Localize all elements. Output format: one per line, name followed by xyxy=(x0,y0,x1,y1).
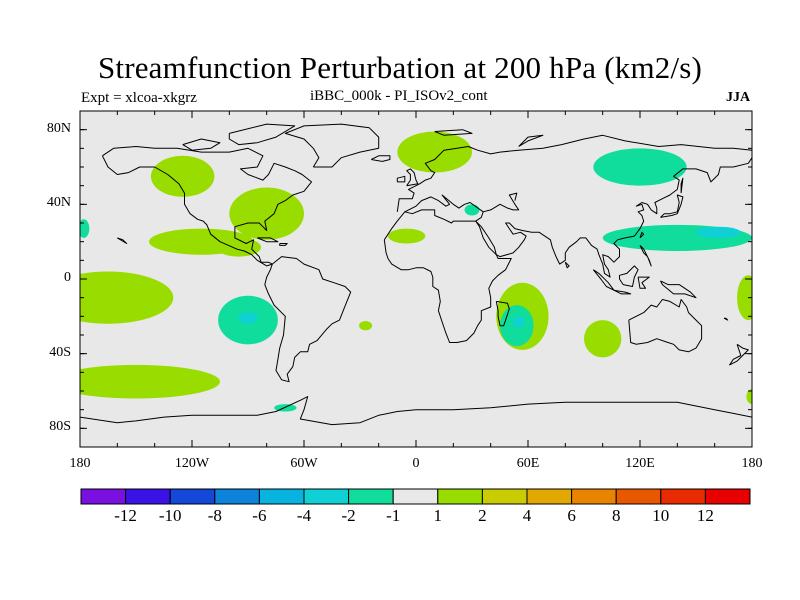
colorbar-label: -12 xyxy=(114,506,137,525)
colorbar-label: -1 xyxy=(386,506,401,525)
coastline-segment xyxy=(495,300,510,327)
contour-region xyxy=(80,364,220,399)
lat-tick-label: 40S xyxy=(49,344,71,360)
colorbar-swatch xyxy=(437,488,483,505)
colorbar-label: -8 xyxy=(207,506,222,525)
colorbar-swatch xyxy=(392,488,439,505)
coastline-segment xyxy=(518,134,544,147)
coastline-segment xyxy=(284,123,380,168)
lat-tick-label: 0 xyxy=(64,270,71,285)
coastline-segment xyxy=(228,123,296,146)
coastline-segment xyxy=(117,237,128,244)
contour-region xyxy=(513,316,525,328)
coastline-segment xyxy=(660,280,697,299)
coastline-segment xyxy=(723,317,729,321)
coastline-segment xyxy=(396,175,406,183)
plot-title: Streamfunction Perturbation at 200 hPa (… xyxy=(97,50,703,85)
colorbar-label: -4 xyxy=(296,506,312,525)
season-label: JJA xyxy=(726,90,751,105)
coastline-segment xyxy=(80,396,752,426)
colorbar-label: 4 xyxy=(522,506,532,525)
colorbar-label: 1 xyxy=(433,506,443,525)
contour-region xyxy=(80,219,90,238)
contour-region xyxy=(464,204,480,216)
colorbar-label: -10 xyxy=(158,506,182,525)
lon-tick-label: 60W xyxy=(290,456,318,471)
coastline-segment xyxy=(279,243,288,246)
coastline-segment xyxy=(383,209,512,343)
colorbar-label: -2 xyxy=(341,506,356,525)
colorbar-swatch xyxy=(125,488,171,505)
contour-region xyxy=(359,321,373,331)
colorbar-label: 8 xyxy=(611,506,621,525)
colorbar-swatch xyxy=(258,488,305,505)
coastline-segment xyxy=(613,289,632,295)
colorbar-swatch xyxy=(348,488,394,505)
coastlines xyxy=(80,123,752,426)
coastline-segment xyxy=(628,299,703,353)
colorbar-swatch xyxy=(526,488,573,505)
colorbar-label: 12 xyxy=(696,506,714,525)
coastline-segment xyxy=(639,231,645,239)
coastline-segment xyxy=(101,146,312,267)
colorbar-label: 10 xyxy=(652,506,670,525)
coastline-segment xyxy=(182,138,221,151)
colorbar-swatch xyxy=(571,488,617,505)
colorbar-swatch xyxy=(169,488,216,505)
coastline-segment xyxy=(434,129,473,136)
colorbar-swatch xyxy=(615,488,662,505)
colorbar-swatch xyxy=(80,488,127,505)
coastline-segment xyxy=(404,194,484,222)
contour-region xyxy=(737,275,752,321)
lon-tick-label: 120E xyxy=(625,456,655,471)
lon-tick-label: 180 xyxy=(69,456,91,471)
colorbar-swatch xyxy=(660,488,706,505)
coastline-segment xyxy=(619,265,639,287)
coastline-segment xyxy=(370,155,391,162)
coastline-segment xyxy=(475,157,752,278)
contour-region xyxy=(216,237,262,257)
lon-tick-label: 0 xyxy=(412,456,420,471)
lat-tick-label: 80S xyxy=(49,419,71,435)
contour-region xyxy=(388,228,426,244)
axis-ticks xyxy=(79,111,753,447)
coastline-segment xyxy=(396,134,752,212)
coastline-segment xyxy=(257,237,279,243)
lon-tick-label: 60E xyxy=(516,456,540,471)
coastline-segment xyxy=(660,194,684,218)
colorbar-swatch xyxy=(303,488,350,505)
contour-region xyxy=(696,226,741,238)
coastline-segment xyxy=(264,256,352,383)
coastline-segment xyxy=(639,245,652,267)
contour-region xyxy=(397,131,472,173)
coastline-segment xyxy=(564,261,570,269)
colorbar-swatch xyxy=(704,488,751,505)
coastline-segment xyxy=(637,276,650,289)
coastline-segment xyxy=(406,168,419,187)
lat-tick-label: 80N xyxy=(46,120,71,136)
contour-region xyxy=(80,271,174,324)
contour-region xyxy=(238,312,258,324)
comparison-label: iBBC_000k - PI_ISOv2_cont xyxy=(310,88,488,104)
contour-region xyxy=(150,155,215,197)
lon-tick-label: 180 xyxy=(741,456,763,471)
contour-region xyxy=(584,320,622,358)
coastline-segment xyxy=(680,177,684,194)
colorbar-swatch xyxy=(214,488,260,505)
contour-region xyxy=(746,389,752,405)
colorbar-label: -6 xyxy=(252,506,267,525)
colorbar xyxy=(80,488,751,505)
lat-tick-label: 40N xyxy=(46,195,71,211)
colorbar-label: 2 xyxy=(478,506,487,525)
experiment-label: Expt = xlcoa-xkgrz xyxy=(81,90,197,106)
colorbar-swatch xyxy=(481,488,528,505)
coastline-segment xyxy=(483,192,520,213)
contour-region xyxy=(593,148,687,186)
colorbar-label: 6 xyxy=(567,506,576,525)
lon-tick-label: 120W xyxy=(174,456,210,471)
coastline-segment xyxy=(729,343,749,366)
